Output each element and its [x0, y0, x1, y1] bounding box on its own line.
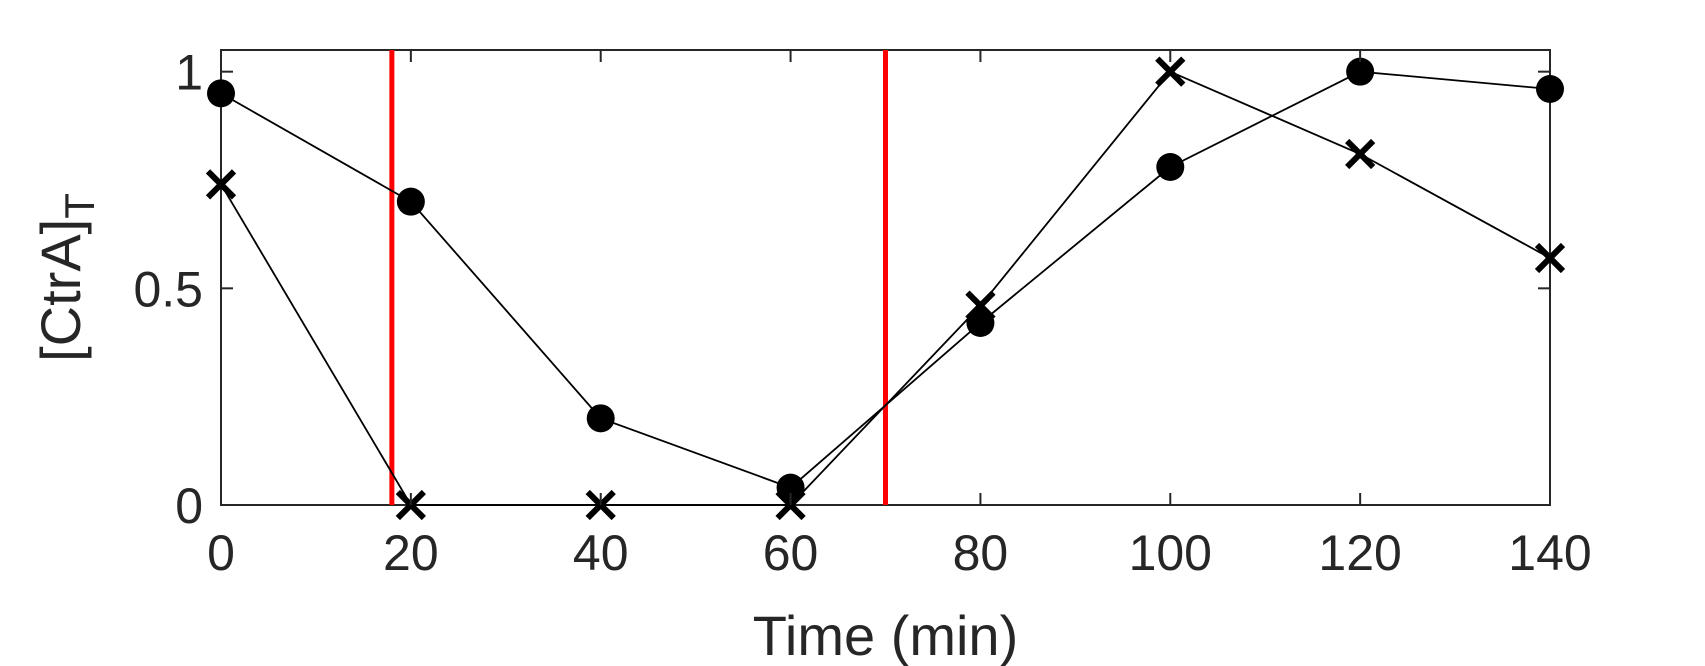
series-line [220, 70, 1551, 506]
data-point-circle [586, 404, 615, 433]
data-point-x [965, 290, 996, 321]
y-axis-label-subscript: T [56, 193, 103, 219]
x-tick-label: 80 [953, 525, 1009, 581]
data-point-x [1534, 242, 1566, 274]
data-point-x [205, 169, 237, 200]
y-tick-label: 0 [175, 478, 203, 534]
x-axis-label: Time (min) [753, 604, 1018, 666]
data-point-circle [1536, 75, 1564, 103]
data-point-circle [1156, 153, 1185, 181]
x-tick-label: 140 [1508, 525, 1591, 581]
series-layer [205, 56, 1566, 521]
x-tick-label: 20 [383, 525, 439, 581]
data-point-circle [1346, 57, 1375, 86]
y-tick-label: 1 [175, 45, 203, 101]
data-point-x [1155, 56, 1186, 87]
x-tick-label: 60 [763, 525, 819, 581]
axis-ticks: 0 20 40 60 80 100 120 140 0 0.5 1 [133, 45, 1591, 581]
data-point-x [1345, 138, 1376, 170]
x-tick-label: 100 [1129, 525, 1212, 581]
data-point-circle [207, 79, 235, 108]
x-tick-label: 120 [1318, 525, 1401, 581]
data-point-circle [396, 187, 425, 216]
y-tick-label: 0.5 [133, 261, 203, 317]
vertical-markers [389, 50, 888, 505]
x-tick-label: 40 [573, 525, 629, 581]
y-axis-label: [CtrA]T [29, 193, 103, 362]
y-axis-label-main: [CtrA] [29, 219, 92, 362]
x-tick-label: 0 [207, 525, 235, 581]
